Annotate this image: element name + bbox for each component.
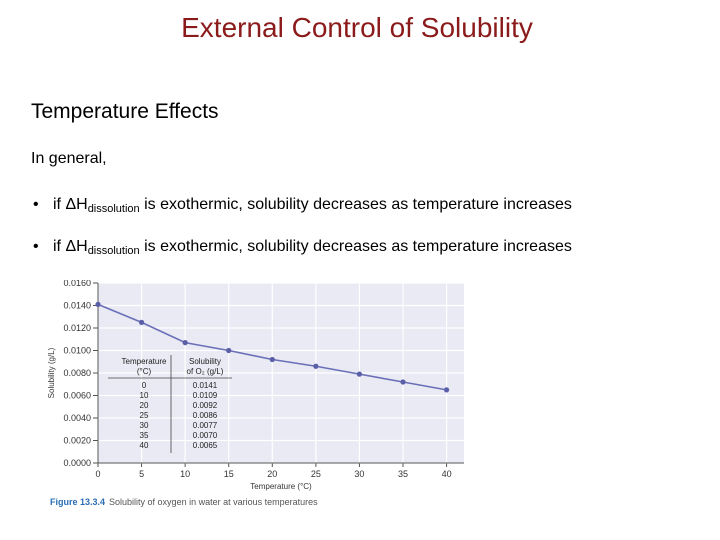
table-cell: 0.0092 — [193, 401, 218, 410]
y-tick-label: 0.0020 — [63, 436, 91, 446]
y-tick-label: 0.0160 — [63, 280, 91, 288]
y-tick-label: 0.0060 — [63, 391, 91, 401]
bullet-text: is exothermic, solubility decreases as t… — [139, 196, 572, 213]
data-point — [138, 319, 145, 325]
bullet-item: • if ΔHdissolution is exothermic, solubil… — [33, 196, 572, 215]
x-tick-label: 0 — [95, 469, 100, 479]
table-cell: 0 — [142, 381, 147, 390]
table-cell: 20 — [140, 401, 149, 410]
bullet-subscript: dissolution — [87, 245, 140, 257]
slide-title: External Control of Solubility — [181, 12, 533, 43]
solubility-chart: 0 5 10 15 20 25 30 35 400.00000.00200.00400.0060… — [47, 280, 464, 491]
bullet-item: • if ΔHdissolution is exothermic, solubil… — [33, 238, 572, 257]
table-cell: 0.0086 — [193, 411, 218, 420]
table-cell: 10 — [140, 391, 149, 400]
x-tick-label: 40 — [442, 469, 452, 479]
bullet-subscript: dissolution — [87, 203, 140, 215]
data-point — [313, 363, 319, 369]
x-tick-label: 25 — [311, 469, 321, 479]
table-cell: 40 — [140, 441, 149, 450]
data-point — [95, 301, 101, 307]
data-point — [443, 387, 450, 393]
slide-subtitle: Temperature Effects — [31, 100, 219, 123]
table-cell: 0.0065 — [193, 441, 218, 450]
y-tick-label: 0.0140 — [63, 301, 91, 311]
x-tick-label: 35 — [398, 469, 408, 479]
data-point — [269, 356, 275, 363]
table-cell: 0.0077 — [193, 421, 218, 430]
table-header: Solubility — [189, 357, 221, 366]
table-cell: 35 — [140, 431, 149, 440]
data-point — [400, 379, 406, 385]
table-cell: 0.0070 — [193, 431, 218, 440]
x-tick-label: 10 — [180, 469, 190, 479]
y-tick-label: 0.0120 — [63, 323, 91, 333]
bullet-text: is exothermic, solubility decreases as t… — [139, 238, 572, 255]
figure-caption: Figure 13.3.4 Solubility of oxygen in wat… — [50, 497, 318, 507]
table-cell: 0.0141 — [193, 381, 218, 390]
data-point — [182, 340, 188, 346]
data-point — [226, 347, 232, 354]
bullet-marker: • — [33, 196, 39, 213]
x-tick-label: 5 — [139, 469, 144, 479]
table-cell: 30 — [140, 421, 149, 430]
intro-text: In general, — [31, 150, 107, 167]
y-tick-label: 0.0080 — [63, 368, 91, 378]
y-tick-label: 0.0000 — [63, 458, 91, 468]
x-tick-label: 30 — [354, 469, 364, 479]
bullet-prefix: if ΔH — [53, 196, 88, 213]
y-tick-label: 0.0100 — [63, 346, 91, 356]
bullet-marker: • — [33, 238, 39, 255]
x-axis-label: Temperature (°C) — [250, 482, 312, 491]
x-tick-label: 20 — [267, 469, 277, 479]
table-header: (°C) — [137, 367, 152, 376]
table-header: of O₂ (g/L) — [187, 367, 224, 376]
y-tick-label: 0.0040 — [63, 413, 91, 423]
table-cell: 0.0109 — [193, 391, 218, 400]
y-axis-label: Solubility (g/L) — [47, 347, 56, 398]
x-tick-label: 15 — [224, 469, 234, 479]
data-point — [356, 371, 363, 377]
bullet-prefix: if ΔH — [53, 238, 88, 255]
figure-number: Figure 13.3.4 — [50, 497, 106, 507]
table-cell: 25 — [140, 411, 149, 420]
figure-caption-text: Solubility of oxygen in water at various… — [109, 497, 318, 507]
table-header: Temperature — [122, 357, 167, 366]
